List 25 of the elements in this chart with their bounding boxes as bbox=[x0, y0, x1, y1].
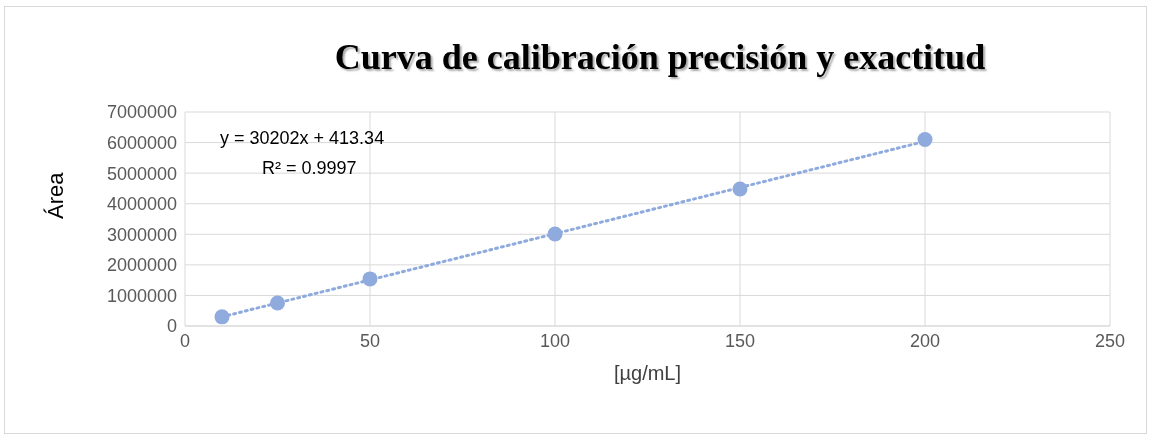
x-tick-label: 200 bbox=[909, 330, 941, 351]
y-axis-title: Área bbox=[42, 171, 68, 219]
y-tick-label: 6000000 bbox=[106, 132, 177, 153]
y-tick-label: 4000000 bbox=[106, 194, 177, 215]
point bbox=[362, 271, 378, 287]
y-tick-label: 1000000 bbox=[106, 285, 177, 306]
y-tick-label: 2000000 bbox=[106, 255, 177, 276]
point bbox=[732, 181, 748, 197]
point bbox=[917, 132, 933, 148]
annotation: y = 30202x + 413.34 bbox=[220, 128, 385, 149]
x-tick-label: 100 bbox=[539, 330, 571, 351]
chart-title: Curva de calibración precisión y exactitud bbox=[333, 36, 987, 78]
annotation: R² = 0.9997 bbox=[262, 158, 357, 179]
y-tick-label: 5000000 bbox=[106, 163, 177, 184]
point bbox=[547, 226, 563, 242]
x-axis-title: [µg/mL] bbox=[613, 362, 682, 384]
x-tick-label: 250 bbox=[1094, 330, 1126, 351]
y-tick-label: 0 bbox=[166, 316, 177, 337]
x-tick-label: 150 bbox=[724, 330, 756, 351]
x-tick-label: 0 bbox=[179, 330, 191, 351]
y-tick-label: 7000000 bbox=[106, 102, 177, 123]
y-tick-label: 3000000 bbox=[106, 224, 177, 245]
point bbox=[214, 309, 230, 325]
x-tick-label: 50 bbox=[359, 330, 381, 351]
point bbox=[270, 295, 285, 311]
